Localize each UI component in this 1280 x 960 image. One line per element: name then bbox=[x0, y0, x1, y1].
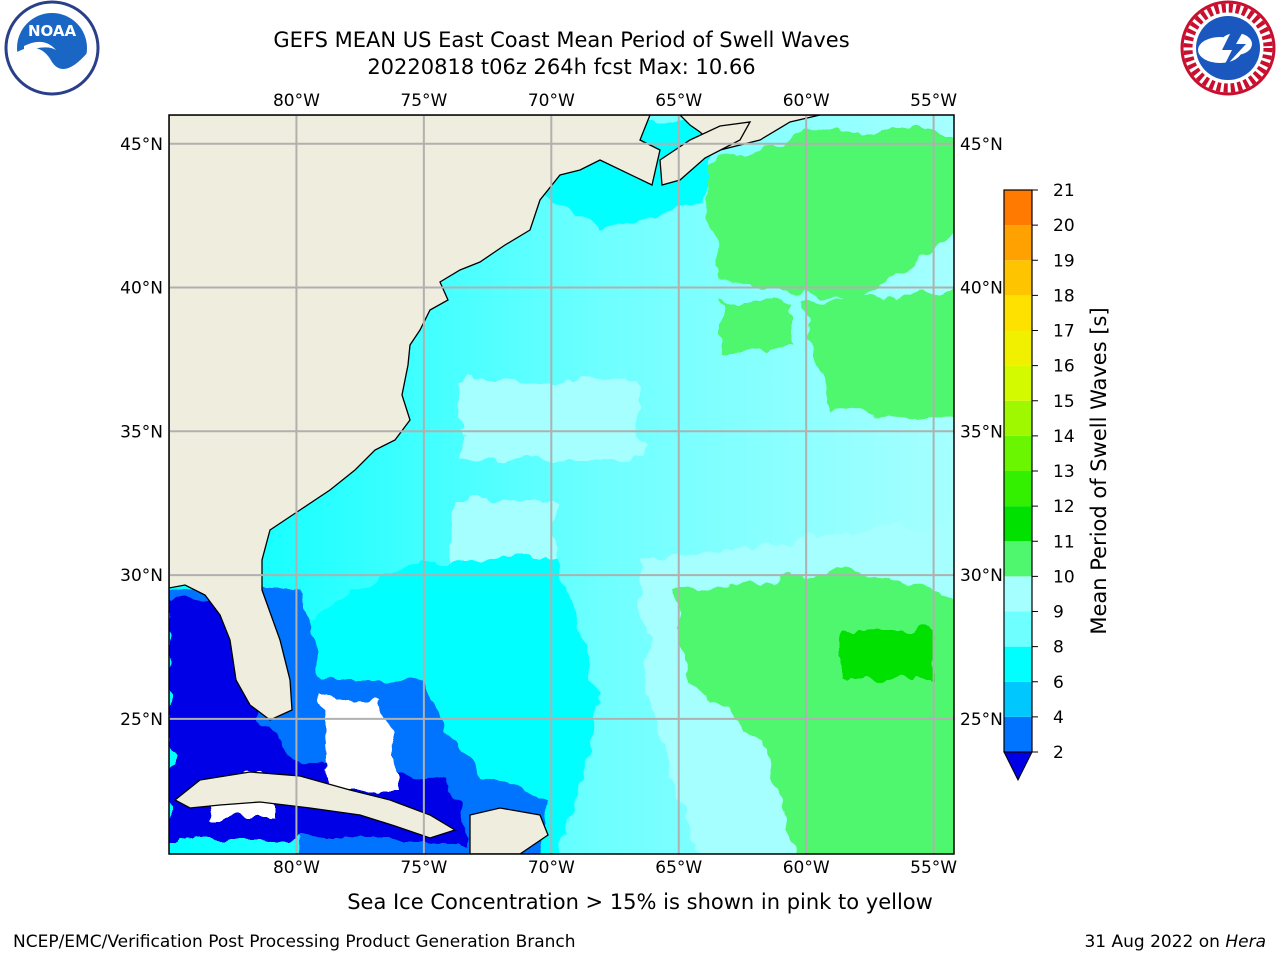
colorbar-tick-label: 12 bbox=[1053, 497, 1075, 517]
colorbar-segment bbox=[1004, 611, 1032, 647]
lat-label-right: 45°N bbox=[960, 135, 1003, 155]
sea-ice-note: Sea Ice Concentration > 15% is shown in … bbox=[347, 890, 933, 914]
colorbar-segment bbox=[1004, 471, 1032, 507]
colorbar-tick-label: 21 bbox=[1053, 181, 1075, 201]
footer-date-text: 31 Aug 2022 on bbox=[1084, 932, 1226, 952]
lon-label-bottom: 55°W bbox=[910, 858, 957, 878]
colorbar-tick-label: 15 bbox=[1053, 392, 1075, 412]
colorbar-segment bbox=[1004, 716, 1032, 752]
footer-host: Hera bbox=[1225, 932, 1266, 952]
lon-label-bottom: 80°W bbox=[273, 858, 320, 878]
colorbar-tick-label: 9 bbox=[1053, 603, 1064, 623]
lat-label-left: 25°N bbox=[120, 710, 163, 730]
lon-label-top: 75°W bbox=[400, 91, 447, 111]
colorbar-tick-label: 20 bbox=[1053, 216, 1075, 236]
colorbar-segment bbox=[1004, 365, 1032, 401]
map-title: GEFS MEAN US East Coast Mean Period of S… bbox=[273, 28, 850, 52]
land-hispaniola bbox=[469, 807, 549, 854]
colorbar-segment bbox=[1004, 681, 1032, 717]
lat-label-left: 45°N bbox=[120, 135, 163, 155]
lon-label-top: 80°W bbox=[273, 91, 320, 111]
colorbar-tick-label: 18 bbox=[1053, 286, 1075, 306]
map-subtitle: 20220818 t06z 264h fcst Max: 10.66 bbox=[367, 55, 756, 79]
colorbar: 2 4 6 8 9 10 11 12 13 14 15 16 17 18 19 20 21 bbox=[1003, 181, 1075, 782]
lat-label-right: 40°N bbox=[960, 279, 1003, 299]
colorbar-segment bbox=[1004, 576, 1032, 612]
lat-label-right: 35°N bbox=[960, 422, 1003, 442]
lon-label-top: 70°W bbox=[528, 91, 575, 111]
colorbar-under-arrow bbox=[1003, 751, 1033, 782]
colorbar-tick-label: 13 bbox=[1053, 462, 1075, 482]
lat-label-left: 35°N bbox=[120, 422, 163, 442]
nws-logo bbox=[1180, 0, 1276, 96]
lon-label-top: 65°W bbox=[655, 91, 702, 111]
map-border bbox=[168, 114, 955, 855]
axis-labels: 80°W 80°W 75°W 75°W 70°W 70°W 65°W 65°W 60°W 60°W… bbox=[120, 91, 1003, 878]
lon-label-bottom: 60°W bbox=[783, 858, 830, 878]
colorbar-label: Mean Period of Swell Waves [s] bbox=[1087, 307, 1111, 634]
noaa-logo: NOAA bbox=[4, 0, 100, 96]
colorbar-segment bbox=[1004, 400, 1032, 436]
colorbar-segment bbox=[1004, 225, 1032, 261]
colorbar-tick-label: 16 bbox=[1053, 357, 1075, 377]
colorbar-segment bbox=[1004, 330, 1032, 366]
colorbar-tick-label: 11 bbox=[1053, 532, 1075, 552]
colorbar-segment bbox=[1004, 295, 1032, 331]
colorbar-segment bbox=[1004, 435, 1032, 471]
lon-label-bottom: 75°W bbox=[400, 858, 447, 878]
colorbar-segment bbox=[1004, 541, 1032, 577]
colorbar-tick-label: 8 bbox=[1053, 638, 1064, 658]
lat-label-left: 40°N bbox=[120, 279, 163, 299]
lat-label-left: 30°N bbox=[120, 566, 163, 586]
colorbar-tick-label: 6 bbox=[1053, 673, 1064, 693]
colorbar-segment bbox=[1004, 506, 1032, 542]
lon-label-bottom: 65°W bbox=[655, 858, 702, 878]
lon-label-top: 55°W bbox=[910, 91, 957, 111]
colorbar-tick-label: 2 bbox=[1053, 743, 1064, 763]
lon-label-bottom: 70°W bbox=[528, 858, 575, 878]
gridlines bbox=[169, 115, 954, 854]
colorbar-tick-label: 19 bbox=[1053, 251, 1075, 271]
lon-label-top: 60°W bbox=[783, 91, 830, 111]
map-field bbox=[169, 115, 954, 854]
footer-date: 31 Aug 2022 on Hera bbox=[1084, 932, 1266, 952]
colorbar-tick-label: 4 bbox=[1053, 708, 1064, 728]
lat-label-right: 30°N bbox=[960, 566, 1003, 586]
land-cuba bbox=[173, 771, 457, 839]
colorbar-segment bbox=[1004, 190, 1032, 226]
colorbar-tick-label: 10 bbox=[1053, 567, 1075, 587]
land-nova-scotia bbox=[659, 121, 752, 186]
lat-label-right: 25°N bbox=[960, 710, 1003, 730]
noaa-logo-text: NOAA bbox=[28, 22, 77, 40]
footer-credit: NCEP/EMC/Verification Post Processing Pr… bbox=[13, 932, 576, 952]
colorbar-segment bbox=[1004, 260, 1032, 296]
colorbar-segment bbox=[1004, 646, 1032, 682]
colorbar-tick-label: 14 bbox=[1053, 427, 1075, 447]
colorbar-tick-label: 17 bbox=[1053, 322, 1075, 342]
